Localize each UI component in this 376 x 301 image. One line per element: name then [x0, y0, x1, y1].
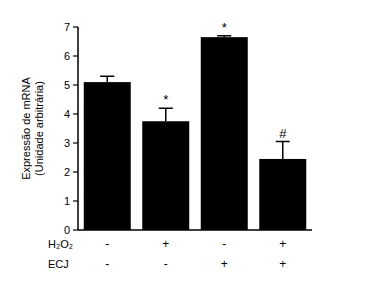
y-tick-label: 5: [64, 79, 70, 91]
factor-name: H₂O₂: [48, 238, 73, 250]
factor-level: +: [221, 257, 228, 271]
y-tick: [73, 113, 78, 114]
factor-level: +: [279, 257, 286, 271]
y-tick: [73, 171, 78, 172]
y-tick: [73, 84, 78, 85]
factor-level: -: [164, 257, 168, 271]
error-bar: [276, 142, 290, 159]
significance-mark: #: [279, 126, 287, 141]
y-axis-label: (Unidade arbitrária): [33, 81, 45, 176]
bar: [84, 82, 131, 230]
y-tick-label: 7: [64, 21, 70, 33]
error-bar: [159, 108, 173, 121]
chart: 0 1 2 3 4 5 6 7 Expressão de mRNA(Unidade arbitr…: [0, 0, 376, 301]
factor-level: -: [222, 237, 226, 251]
significance-mark: *: [163, 92, 168, 107]
y-tick: [73, 26, 78, 27]
error-bar: [217, 36, 231, 37]
y-tick: [73, 142, 78, 143]
bar: [201, 37, 248, 230]
y-tick-label: 4: [64, 108, 70, 120]
y-axis-label: Expressão de mRNA: [20, 76, 32, 179]
y-tick-label: 3: [64, 137, 70, 149]
factor-level: +: [162, 237, 169, 251]
y-tick: [73, 229, 78, 230]
bar: [259, 159, 306, 230]
factor-name: ECJ: [48, 258, 69, 270]
y-tick-label: 6: [64, 50, 70, 62]
factor-level: -: [105, 257, 109, 271]
y-tick-label: 1: [64, 195, 70, 207]
significance-mark: *: [222, 20, 227, 35]
y-tick-label: 2: [64, 166, 70, 178]
y-tick-label: 0: [64, 224, 70, 236]
factor-level: -: [105, 237, 109, 251]
y-tick: [73, 55, 78, 56]
error-bar: [100, 76, 114, 82]
bar: [142, 121, 189, 230]
factor-level: +: [279, 237, 286, 251]
y-axis: [77, 27, 79, 230]
y-tick: [73, 200, 78, 201]
